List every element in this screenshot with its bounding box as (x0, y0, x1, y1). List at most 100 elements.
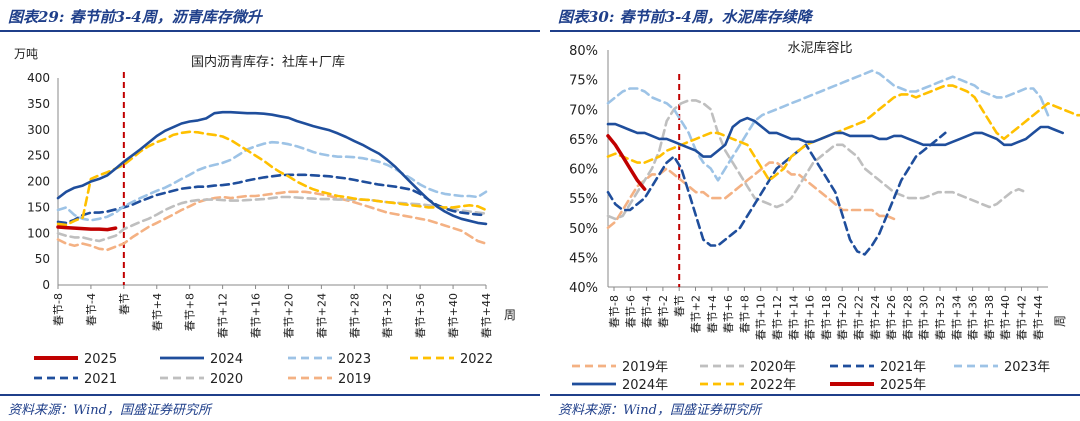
series-line-2025 (606, 134, 647, 191)
legend-label: 2020年 (750, 360, 796, 375)
series-line-2024 (56, 110, 488, 226)
x-tick-label: 春节 (118, 293, 131, 315)
unit-label: 万吨 (14, 47, 38, 61)
x-tick-label: 春节+8 (738, 295, 751, 333)
y-tick-label: 65% (569, 133, 598, 148)
x-tick-label: 春节+14 (787, 295, 800, 340)
asphalt-panel: 图表29: 春节前3-4周，沥青库存微升 万吨国内沥青库存：社库+厂库 0 50 10… (0, 8, 540, 418)
x-tick-label: 春节+30 (918, 295, 931, 340)
series-line-2023 (56, 140, 488, 222)
chart-title: 国内沥青库存：社库+厂库 (191, 54, 345, 70)
x-tick-label: 春节-4 (641, 295, 654, 328)
series-line-2023 (606, 69, 1050, 182)
y-tick-label: 200 (27, 175, 50, 189)
x-tick-label: 春节+28 (901, 295, 914, 340)
y-tick-label: 80% (569, 44, 598, 59)
x-tick-label: 春节+38 (983, 295, 996, 340)
y-tick-label: 150 (27, 200, 50, 214)
x-tick-label: 春节+18 (820, 295, 833, 340)
panel-title-asphalt: 图表29: 春节前3-4周，沥青库存微升 (8, 8, 262, 26)
x-tick-label: 春节+36 (414, 293, 427, 338)
x-tick-label: 春节 (673, 295, 686, 317)
x-tick-label: 春节+20 (836, 295, 849, 340)
series-line-2019 (56, 190, 488, 252)
series-line-2021 (56, 173, 488, 225)
x-tick-label: 春节+34 (950, 295, 963, 340)
panel-title-cement: 图表30: 春节前3-4周，水泥库存续降 (558, 8, 812, 26)
legend-label: 2021 (84, 372, 117, 387)
panel-divider-bottom (550, 394, 1080, 396)
legend-label: 2022 (460, 352, 493, 367)
x-tick-label: 春节+8 (184, 293, 197, 331)
x-tick-label: 春节+2 (690, 295, 703, 333)
y-tick-label: 75% (569, 74, 598, 89)
x-tick-label: 春节+44 (480, 293, 493, 338)
source-note-cement: 资料来源：Wind，国盛证券研究所 (558, 403, 761, 418)
x-tick-label: 春节+22 (853, 295, 866, 340)
x-tick-label: 春节+20 (282, 293, 295, 338)
series-line-2019 (606, 161, 896, 230)
x-axis-label: 周 (504, 308, 516, 322)
x-tick-label: 春节-2 (657, 295, 670, 328)
cement-panel: 图表30: 春节前3-4周，水泥库存续降 水泥库容比 40% 45% 50% 55% 60… (550, 0, 1080, 421)
y-tick-label: 350 (27, 97, 50, 111)
series-line-2024 (606, 116, 1065, 158)
legend-label: 2021年 (880, 360, 926, 375)
y-tick-label: 250 (27, 149, 50, 163)
legend-label: 2020 (210, 372, 243, 387)
x-tick-label: 春节-4 (85, 293, 98, 326)
x-tick-label: 春节+44 (1032, 295, 1045, 340)
x-tick-label: 春节+4 (706, 295, 719, 333)
y-tick-label: 300 (27, 123, 50, 137)
x-tick-label: 春节+10 (755, 295, 768, 340)
y-tick-label: 400 (27, 71, 50, 85)
y-tick-label: 0 (42, 278, 50, 292)
chart-title: 水泥库容比 (787, 40, 852, 56)
x-tick-label: 春节+36 (967, 295, 980, 340)
x-tick-label: 春节+16 (250, 293, 263, 338)
y-tick-label: 50 (35, 252, 50, 266)
cement-chart: 水泥库容比 40% 45% 50% 55% 60% 65% 70% 75% 80% 春节-8 春节-6… (569, 40, 1080, 392)
x-tick-label: 春节+6 (722, 295, 735, 333)
y-tick-label: 50% (569, 222, 598, 237)
y-tick-label: 45% (569, 251, 598, 266)
x-tick-label: 春节+40 (447, 293, 460, 338)
x-tick-label: 春节+24 (315, 293, 328, 338)
series-line-2022 (606, 84, 1080, 182)
x-tick-label: 春节+28 (348, 293, 361, 338)
y-tick-label: 40% (569, 281, 598, 296)
y-tick-label: 60% (569, 163, 598, 178)
x-tick-label: 春节+32 (934, 295, 947, 340)
panel-divider-top (550, 30, 1080, 32)
legend-label: 2019 (338, 372, 371, 387)
x-tick-label: 春节+12 (217, 293, 230, 338)
x-tick-label: 春节+32 (381, 293, 394, 338)
x-tick-label: 春节+4 (151, 293, 164, 331)
legend-label: 2025年 (880, 378, 926, 392)
x-tick-label: 春节-8 (52, 293, 65, 326)
x-tick-label: 春节+42 (1016, 295, 1029, 340)
y-tick-label: 70% (569, 103, 598, 118)
y-tick-label: 100 (27, 226, 50, 240)
x-axis-label: 周 (1053, 315, 1067, 327)
source-note-asphalt: 资料来源：Wind，国盛证券研究所 (8, 403, 211, 418)
panel-divider-bottom (0, 394, 540, 396)
x-tick-label: 春节+40 (999, 295, 1012, 340)
series-line-2025 (56, 225, 118, 232)
x-tick-label: 春节+26 (885, 295, 898, 340)
series-line-2021 (606, 131, 947, 256)
y-tick-label: 55% (569, 192, 598, 207)
legend-label: 2023 (338, 352, 371, 367)
legend-label: 2022年 (750, 378, 796, 392)
x-tick-label: 春节+24 (869, 295, 882, 340)
series-line-2022 (56, 130, 488, 227)
legend-label: 2025 (84, 352, 117, 367)
legend-label: 2023年 (1004, 360, 1050, 375)
legend-label: 2019年 (622, 360, 668, 375)
x-tick-label: 春节-8 (608, 295, 621, 328)
x-tick-label: 春节+12 (771, 295, 784, 340)
x-tick-label: 春节+16 (804, 295, 817, 340)
legend-label: 2024 (210, 352, 243, 367)
panel-divider-top (0, 30, 540, 32)
